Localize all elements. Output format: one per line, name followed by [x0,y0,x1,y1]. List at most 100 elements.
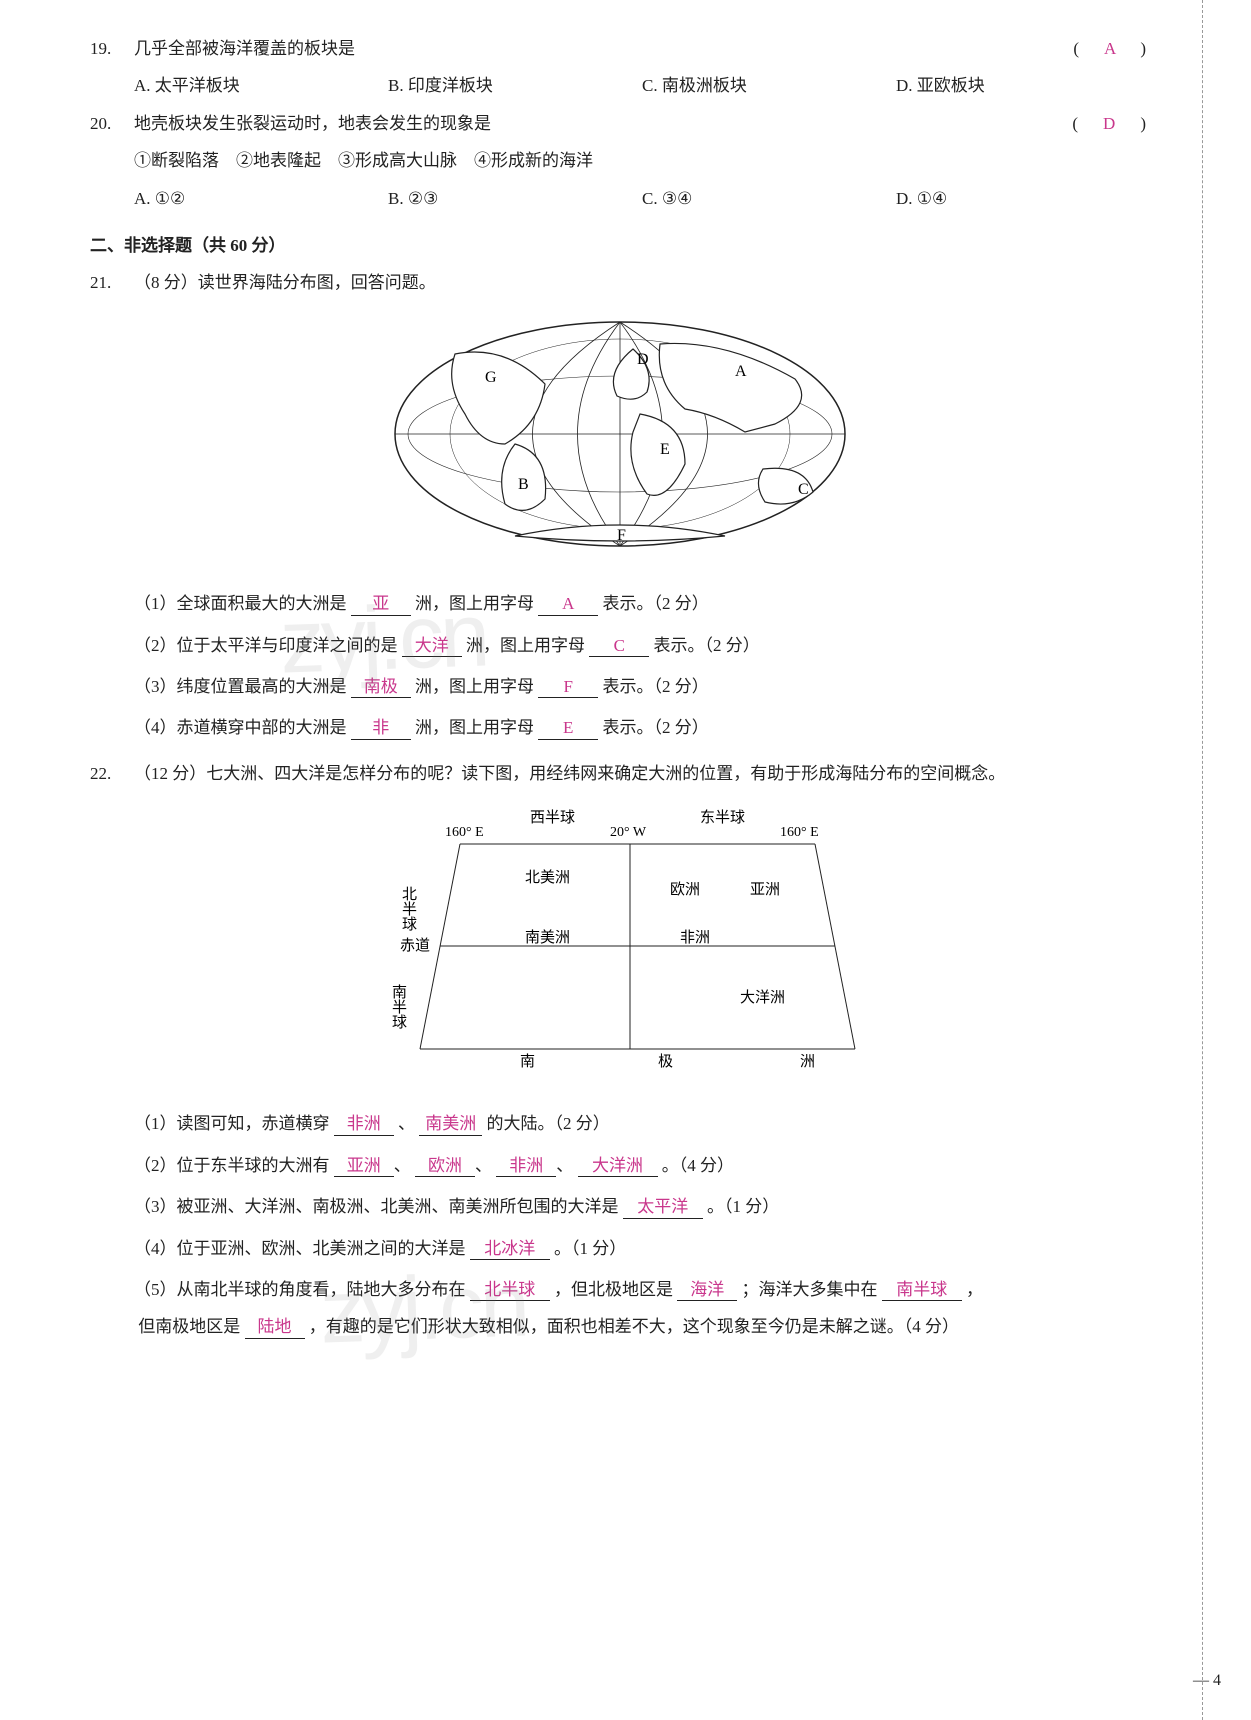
text: 洲，图上用字母 [415,677,534,696]
q22-number: 22. [90,755,134,792]
q19-opt-c: C. 南极洲板块 [642,67,896,104]
lon-mid: 20° W [610,825,647,840]
text: 表示。（2 分） [603,594,709,613]
q21-sub1: （1）全球面积最大的大洲是 亚 洲，图上用字母 A 表示。（2 分） [90,585,1150,622]
q21-s2-ans1: 大洋 [402,636,462,657]
q19-opt-b: B. 印度洋板块 [388,67,642,104]
q19-stem-text: 几乎全部被海洋覆盖的板块是 [134,39,355,58]
q21-s3-ans2: F [538,677,598,698]
q21-sub2: （2）位于太平洋与印度洋之间的是 大洋 洲，图上用字母 C 表示。（2 分） [90,627,1150,664]
q22-sub1: （1）读图可知，赤道横穿 非洲 、 南美洲 的大陆。（2 分） [90,1105,1150,1142]
bottom-r: 洲 [800,1054,815,1070]
q22-s3-ans1: 太平洋 [623,1197,703,1218]
q19-stem: 几乎全部被海洋覆盖的板块是 ( A ) [134,30,1150,67]
cell-sw: 南美洲 [525,929,570,946]
text: （3）纬度位置最高的大洲是 [134,677,347,696]
q22-s2-ans3: 非洲 [496,1156,556,1177]
text: 但南极地区是 [138,1317,240,1336]
q20-answer: D [1103,114,1119,133]
q20-opt-c: C. ③④ [642,180,896,217]
q19-answer: A [1104,39,1119,58]
cell-ne1: 欧洲 [670,881,700,898]
text: ；海洋大多集中在 [742,1280,878,1299]
q22-sub4: （4）位于亚洲、欧洲、北美洲之间的大洋是 北冰洋 。（1 分） [90,1230,1150,1267]
text: （4）赤道横穿中部的大洲是 [134,718,347,737]
map-label-c: C [798,481,809,498]
west-label: 西半球 [530,809,575,826]
world-map-figure: A B C D E F G [385,314,855,554]
bottom-m: 极 [658,1053,673,1070]
q22-s5-ans3: 南半球 [882,1280,962,1301]
q19-opt-d: D. 亚欧板块 [896,67,1150,104]
map-label-d: D [637,351,649,368]
equator-label: 赤道 [400,937,430,954]
q22-s2-ans4: 大洋洲 [578,1156,658,1177]
q19-number: 19. [90,30,134,67]
text: （1）读图可知，赤道横穿 [134,1114,330,1133]
text: （4）位于亚洲、欧洲、北美洲之间的大洋是 [134,1239,466,1258]
map-label-b: B [518,476,529,493]
text: 、 [398,1114,415,1133]
map-label-f: F [617,527,626,544]
q21-stem: （8 分）读世界海陆分布图，回答问题。 [134,264,1150,301]
q19-opt-a: A. 太平洋板块 [134,67,388,104]
text: 。（1 分） [554,1239,626,1258]
q20-answer-paren: ( D ) [1072,105,1150,142]
cell-nw: 北美洲 [525,869,570,886]
text: （3）被亚洲、大洋洲、南极洲、北美洲、南美洲所包围的大洋是 [134,1197,619,1216]
text: 洲，图上用字母 [415,594,534,613]
text: 表示。（2 分） [654,636,760,655]
q21-s2-ans2: C [589,636,649,657]
text: 表示。（2 分） [603,718,709,737]
text: 。（4 分） [662,1156,734,1175]
text: （2）位于东半球的大洲有 [134,1156,330,1175]
text: 的大陆。（2 分） [487,1114,610,1133]
cell-se-bot: 大洋洲 [740,989,785,1006]
q20-stem: 地壳板块发生张裂运动时，地表会发生的现象是 ( D ) [134,105,1150,142]
q21-sub3: （3）纬度位置最高的大洲是 南极 洲，图上用字母 F 表示。（2 分） [90,668,1150,705]
q22-s2-ans2: 欧洲 [415,1156,475,1177]
q21-s3-ans1: 南极 [351,677,411,698]
q20-opt-b: B. ②③ [388,180,642,217]
text: 洲，图上用字母 [466,636,585,655]
text: （1）全球面积最大的大洲是 [134,594,347,613]
text: 表示。（2 分） [603,677,709,696]
q21-s1-ans1: 亚 [351,594,411,615]
hemisphere-diagram: 160° E 20° W 160° E 西半球 东半球 北半球 赤道 南半球 [380,804,860,1074]
text: （5）从南北半球的角度看，陆地大多分布在 [134,1280,466,1299]
map-label-a: A [735,363,747,380]
q22-sub3: （3）被亚洲、大洋洲、南极洲、北美洲、南美洲所包围的大洋是 太平洋 。（1 分） [90,1188,1150,1225]
text: ，有趣的是它们形状大致相似，面积也相差不大，这个现象至今仍是未解之谜。（4 分） [309,1317,959,1336]
text: ，但北极地区是 [554,1280,673,1299]
north-label: 北半球 [400,886,417,931]
q20-stem-text: 地壳板块发生张裂运动时，地表会发生的现象是 [134,114,491,133]
lon-left: 160° E [445,825,484,840]
text: 。（1 分） [707,1197,779,1216]
cell-se-top: 非洲 [680,929,710,946]
bottom-l: 南 [520,1053,535,1070]
q20-number: 20. [90,105,134,142]
q22-s5-ans4: 陆地 [245,1317,305,1338]
lon-right: 160° E [780,825,819,840]
q22-s5-ans1: 北半球 [470,1280,550,1301]
section2-title: 二、非选择题（共 60 分） [90,227,1150,264]
map-label-e: E [660,441,670,458]
map-label-g: G [485,369,497,386]
q22-s4-ans1: 北冰洋 [470,1239,550,1260]
q21-s1-ans2: A [538,594,598,615]
q20-items: ①断裂陷落 ②地表隆起 ③形成高大山脉 ④形成新的海洋 [90,142,1150,179]
cell-ne2: 亚洲 [750,882,780,898]
q21-number: 21. [90,264,134,301]
page-number: — 4 [1193,1663,1221,1698]
east-label: 东半球 [700,809,745,826]
q20-opt-a: A. ①② [134,180,388,217]
q22-sub2: （2）位于东半球的大洲有 亚洲、 欧洲、 非洲、 大洋洲 。（4 分） [90,1147,1150,1184]
q22-s2-ans1: 亚洲 [334,1156,394,1177]
q22-s1-ans1: 非洲 [334,1114,394,1135]
text: ， [966,1280,983,1299]
q22-sub5: （5）从南北半球的角度看，陆地大多分布在 北半球 ，但北极地区是 海洋 ；海洋大… [90,1271,1150,1346]
q22-s1-ans2: 南美洲 [419,1114,482,1135]
q20-opt-d: D. ①④ [896,180,1150,217]
text: （2）位于太平洋与印度洋之间的是 [134,636,398,655]
page-cut-line [1202,0,1203,1720]
